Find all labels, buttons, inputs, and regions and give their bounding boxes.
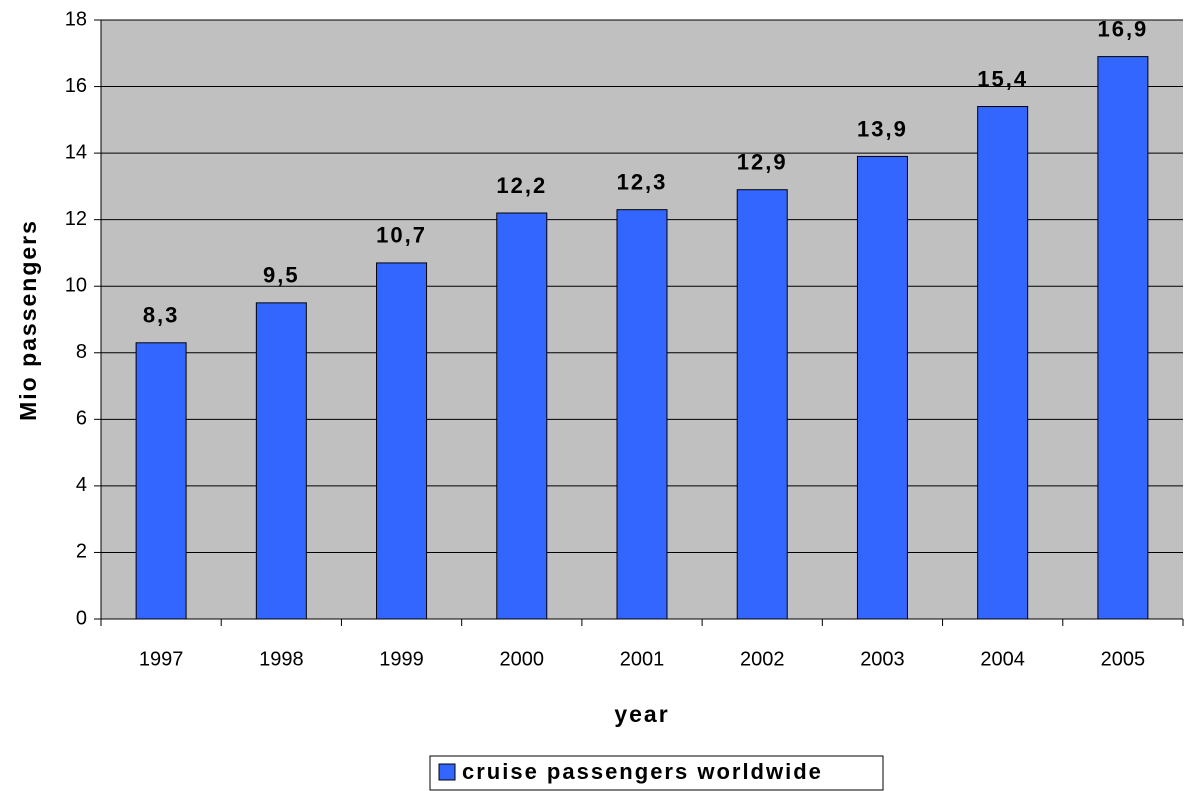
value-label: 8,3 [143, 303, 180, 328]
bar [135, 342, 187, 620]
value-label: 16,9 [1097, 16, 1148, 41]
y-tick-label: 0 [76, 607, 87, 629]
x-tick-label: 2001 [620, 648, 665, 670]
value-label: 15,4 [977, 66, 1028, 91]
bar [376, 262, 428, 620]
x-axis-label: year [614, 701, 669, 727]
legend: cruise passengers worldwide [429, 755, 884, 791]
bar [496, 212, 548, 620]
bar [255, 302, 307, 620]
y-tick-label: 6 [76, 408, 87, 430]
x-tick-label: 2005 [1101, 648, 1146, 670]
y-tick-label: 2 [76, 541, 87, 563]
x-tick-label: 1998 [259, 648, 304, 670]
x-tick-label: 2000 [500, 648, 545, 670]
x-tick-label: 2003 [860, 648, 905, 670]
y-tick-label: 8 [76, 341, 87, 363]
value-label: 9,5 [263, 263, 300, 288]
y-axis-label: Mio passengers [15, 219, 41, 421]
value-label: 12,3 [617, 169, 668, 194]
y-tick-label: 16 [65, 75, 87, 97]
legend-swatch [438, 763, 456, 781]
value-label: 12,2 [496, 173, 547, 198]
y-tick-label: 10 [65, 275, 87, 297]
value-label: 12,9 [737, 150, 788, 175]
y-tick-label: 4 [76, 474, 87, 496]
value-label: 10,7 [376, 223, 427, 248]
y-tick-label: 18 [65, 8, 87, 30]
legend-label: cruise passengers worldwide [462, 759, 823, 784]
bar [616, 209, 668, 620]
y-tick-label: 14 [65, 141, 87, 163]
bar [736, 189, 788, 620]
x-tick-label: 1999 [379, 648, 424, 670]
x-tick-label: 2004 [980, 648, 1025, 670]
bar [856, 155, 908, 620]
bar [1097, 56, 1149, 620]
value-label: 13,9 [857, 116, 908, 141]
y-tick-label: 12 [65, 208, 87, 230]
x-tick-label: 1997 [139, 648, 184, 670]
legend-box [429, 755, 884, 791]
bar [977, 106, 1029, 620]
x-tick-label: 2002 [740, 648, 785, 670]
